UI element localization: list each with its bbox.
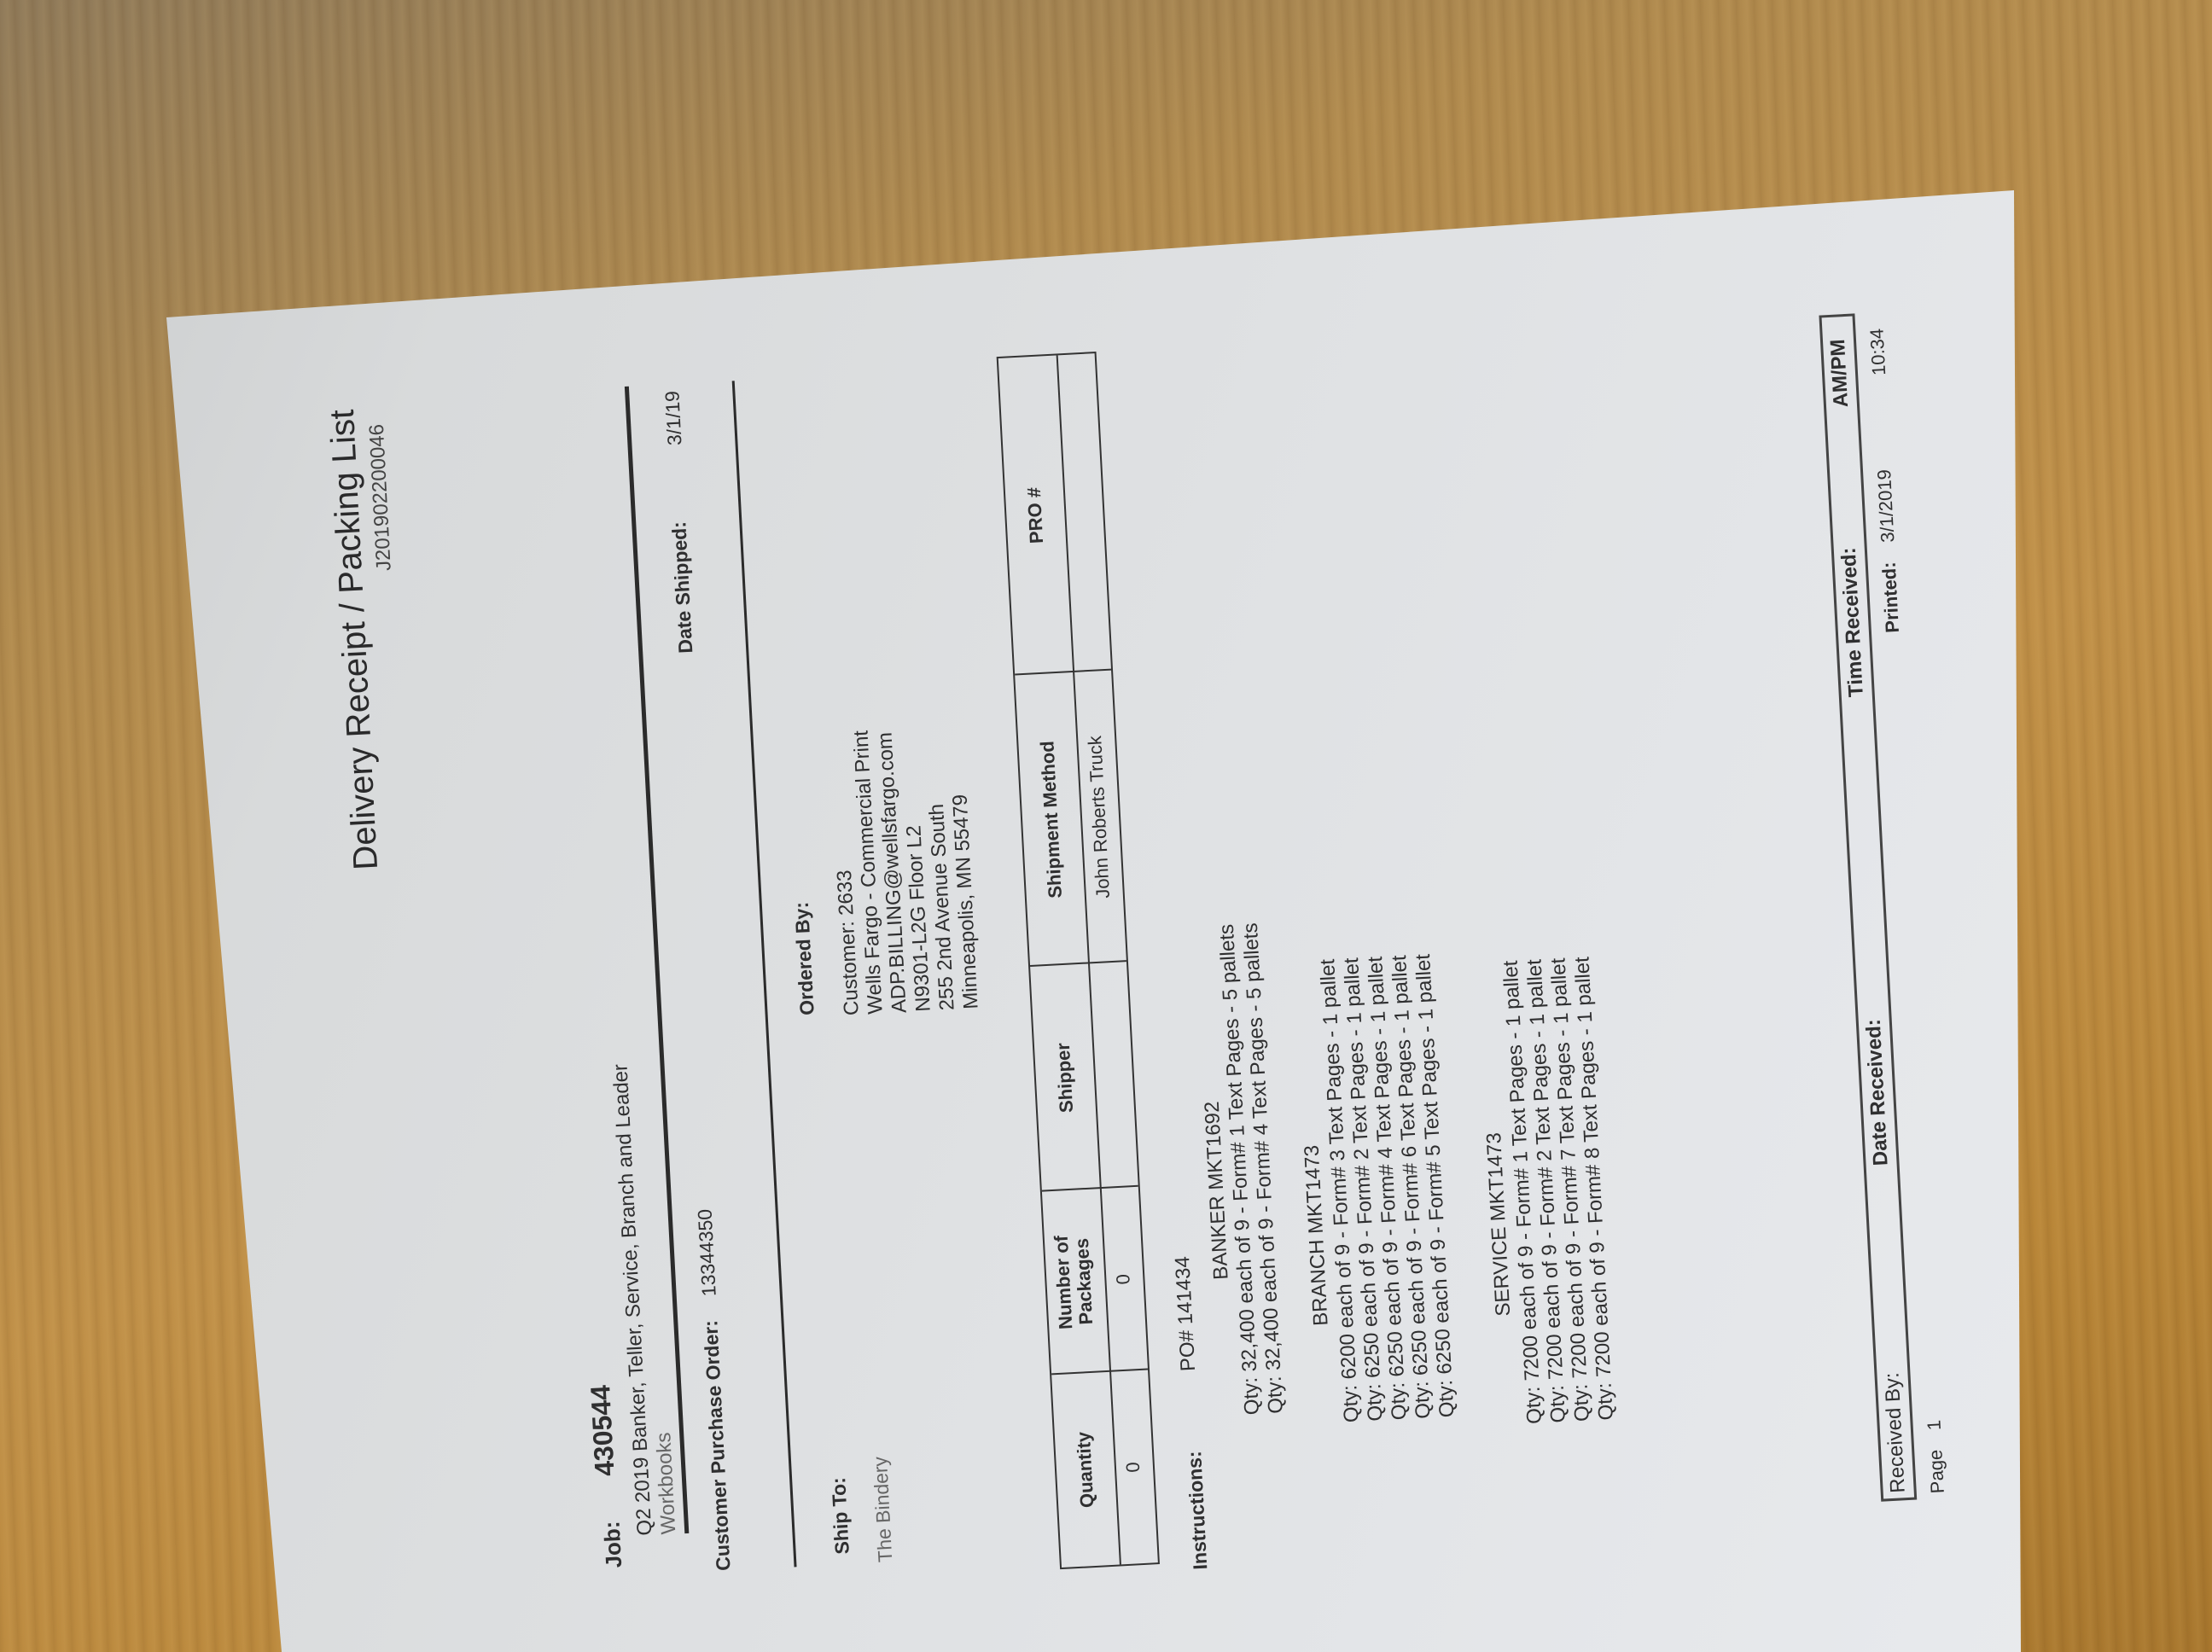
thin-divider (731, 381, 797, 1568)
time-received-label: Time Received: (1837, 546, 1868, 698)
date-received-label: Date Received: (1861, 1018, 1893, 1166)
printed-label: Printed: (1877, 561, 1904, 634)
page-number: 1 (1923, 1419, 1945, 1431)
received-by-label: Received By: (1880, 1371, 1910, 1494)
job-label: Job: (598, 1520, 627, 1569)
page-label: Page (1924, 1449, 1948, 1494)
delivery-receipt-document: Delivery Receipt / Packing List J2019022… (212, 223, 2020, 1637)
printed-date: 3/1/2019 (1873, 468, 1899, 544)
ship-to-name: The Bindery (868, 1456, 897, 1563)
am-pm-label: AM/PM (1825, 338, 1854, 409)
cell-quantity: 0 (1121, 1461, 1144, 1474)
instructions-label: Instructions: (1183, 1450, 1212, 1571)
po-label: Customer Purchase Order: (699, 1319, 735, 1572)
cell-number-of-packages: 0 (1112, 1273, 1134, 1286)
receipt-number: J201902200046 (364, 423, 396, 572)
job-description-cont: Workbooks (652, 1431, 681, 1535)
ordered-by-label: Ordered By: (789, 901, 818, 1016)
receipt-signature-box: Received By: Date Received: Time Receive… (1819, 313, 1918, 1502)
date-shipped-label: Date Shipped: (667, 521, 697, 654)
po-value: 13344350 (693, 1208, 720, 1297)
job-number: 430544 (585, 1384, 620, 1477)
instructions-po: PO# 141434 (1171, 1255, 1201, 1372)
ship-to-label: Ship To: (827, 1476, 853, 1556)
shipment-table: Quantity Number of Packages Shipper Ship… (996, 351, 1160, 1570)
date-shipped-value: 3/1/19 (661, 390, 686, 446)
printed-time: 10:34 (1866, 328, 1890, 376)
